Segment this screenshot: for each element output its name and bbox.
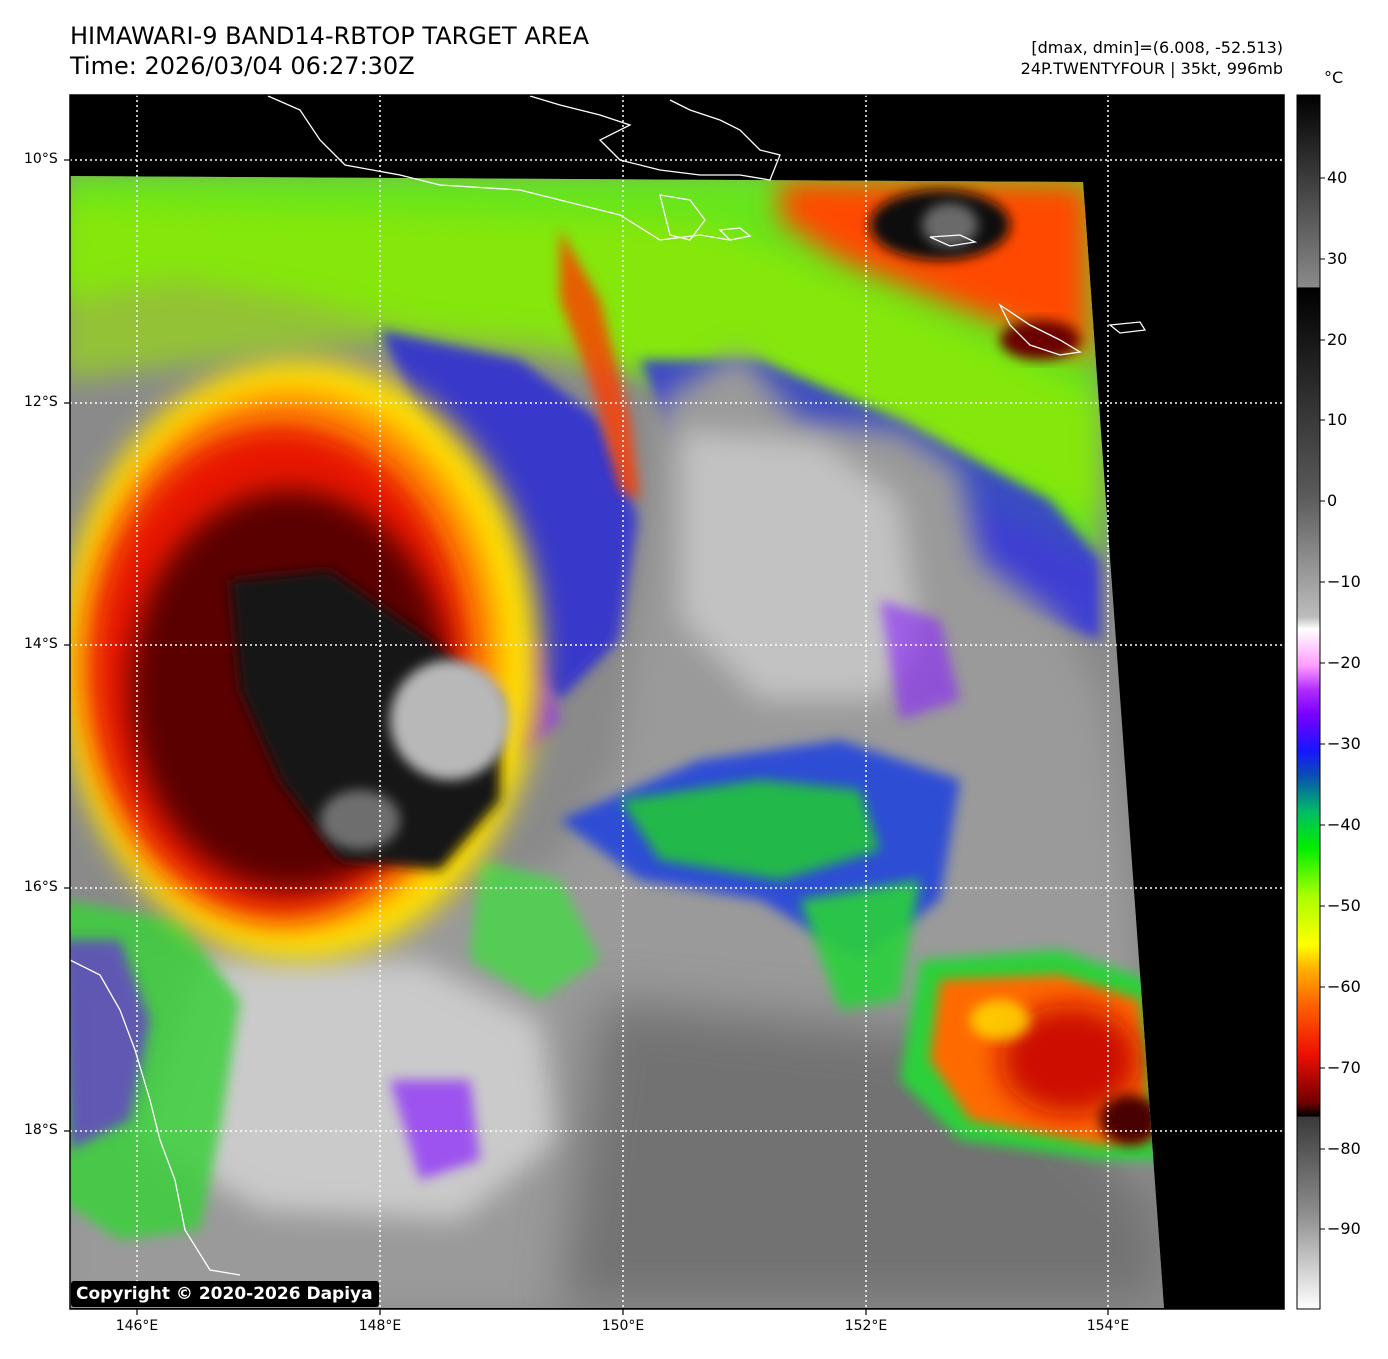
copyright-label: Copyright © 2020-2026 Dapiya bbox=[71, 1281, 379, 1307]
colorbar-tick-label: −50 bbox=[1327, 896, 1361, 915]
colorbar-tick-label: −60 bbox=[1327, 977, 1361, 996]
coastlines bbox=[69, 95, 1147, 1276]
colorbar-tick-label: −80 bbox=[1327, 1139, 1361, 1158]
colorbar-tick-label: 0 bbox=[1327, 491, 1338, 510]
colorbar-tick-label: −90 bbox=[1327, 1219, 1361, 1238]
lat-label: 16°S bbox=[24, 879, 58, 895]
image-timestamp: Time: 2026/03/04 06:27:30Z bbox=[70, 52, 415, 80]
lon-label: 146°E bbox=[115, 1318, 159, 1334]
lon-label: 148°E bbox=[358, 1318, 402, 1334]
colorbar-tick-label: 40 bbox=[1327, 168, 1348, 187]
lat-label: 14°S bbox=[24, 636, 58, 652]
map-frame bbox=[69, 94, 1285, 1310]
colorbar bbox=[1296, 94, 1321, 1310]
storm-info-label: 24P.TWENTYFOUR | 35kt, 996mb bbox=[1020, 59, 1283, 78]
colorbar-tick-label: −30 bbox=[1327, 734, 1361, 753]
colorbar-tick-label: −20 bbox=[1327, 653, 1361, 672]
lon-label: 152°E bbox=[844, 1318, 888, 1334]
lat-label: 10°S bbox=[24, 151, 58, 167]
colorbar-tick-label: −40 bbox=[1327, 815, 1361, 834]
lat-label: 18°S bbox=[24, 1122, 58, 1138]
lat-label: 12°S bbox=[24, 394, 58, 410]
axis-ticks bbox=[64, 159, 1109, 1315]
colorbar-tick-label: −70 bbox=[1327, 1058, 1361, 1077]
image-title: HIMAWARI-9 BAND14-RBTOP TARGET AREA bbox=[70, 22, 590, 50]
colorbar-ticks bbox=[1320, 177, 1325, 1230]
colorbar-tick-label: 10 bbox=[1327, 410, 1348, 429]
colorbar-tick-label: −10 bbox=[1327, 572, 1361, 591]
colorbar-unit: °C bbox=[1324, 68, 1344, 87]
colorbar-tick-label: 20 bbox=[1327, 330, 1348, 349]
colorbar-tick-label: 30 bbox=[1327, 249, 1348, 268]
lon-label: 150°E bbox=[601, 1318, 645, 1334]
lon-label: 154°E bbox=[1086, 1318, 1130, 1334]
gridlines bbox=[70, 95, 1284, 1309]
cloud-imagery bbox=[70, 176, 1164, 1308]
temperature-range-label: [dmax, dmin]=(6.008, -52.513) bbox=[1031, 38, 1283, 57]
